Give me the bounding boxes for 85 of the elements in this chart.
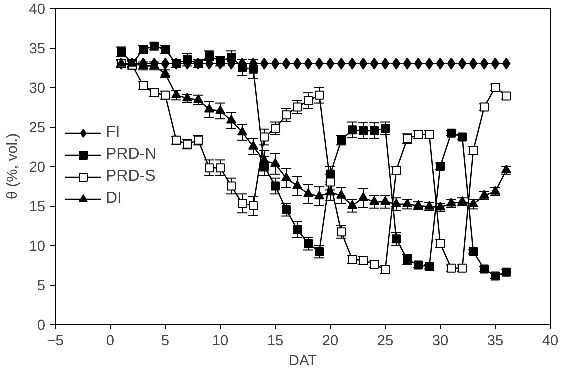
point xyxy=(392,58,401,70)
point xyxy=(304,96,313,106)
point xyxy=(260,132,269,142)
y-tick-label: 10 xyxy=(29,239,46,255)
point xyxy=(282,58,291,70)
point xyxy=(238,199,247,208)
point xyxy=(502,58,511,70)
y-tick-label: 15 xyxy=(29,200,46,216)
y-tick-label: 25 xyxy=(29,120,46,136)
point xyxy=(414,58,423,70)
point xyxy=(315,58,324,70)
point xyxy=(304,188,314,198)
point xyxy=(381,124,390,134)
point xyxy=(205,164,214,173)
point xyxy=(271,182,280,191)
point xyxy=(293,58,302,70)
x-axis-title: DAT xyxy=(288,354,318,370)
x-tick-label: 30 xyxy=(432,334,449,350)
point xyxy=(348,58,357,70)
point xyxy=(337,58,346,70)
legend-label: DI xyxy=(106,190,123,208)
x-tick-label: 10 xyxy=(212,334,229,350)
point xyxy=(337,228,346,237)
legend-label: PRD-S xyxy=(106,168,156,186)
y-tick-label: 5 xyxy=(37,278,46,294)
point xyxy=(447,58,456,70)
point xyxy=(270,158,280,168)
point xyxy=(370,58,379,70)
point xyxy=(359,58,368,70)
point xyxy=(370,126,379,136)
x-tick-label: 35 xyxy=(487,334,504,350)
point xyxy=(249,202,258,210)
x-tick-label: 20 xyxy=(322,334,339,350)
legend-label: FI xyxy=(106,124,122,142)
point xyxy=(292,180,302,190)
point xyxy=(249,64,258,74)
point xyxy=(381,58,390,70)
point xyxy=(480,58,489,70)
point xyxy=(315,247,324,256)
x-tick-label: 25 xyxy=(377,334,394,350)
point xyxy=(227,52,236,62)
point xyxy=(358,192,368,202)
x-tick-label: 15 xyxy=(267,334,284,350)
point xyxy=(282,172,292,182)
point xyxy=(359,126,368,136)
point xyxy=(248,141,258,150)
legend-label: PRD-N xyxy=(106,146,157,164)
y-tick-label: 40 xyxy=(29,2,46,18)
point xyxy=(227,182,236,191)
point xyxy=(293,102,302,112)
point xyxy=(204,104,214,113)
point xyxy=(348,126,357,135)
point xyxy=(216,164,225,173)
point xyxy=(271,124,280,134)
point xyxy=(282,205,291,214)
point xyxy=(238,126,248,136)
point xyxy=(226,114,236,124)
point xyxy=(260,58,269,70)
point xyxy=(403,58,412,70)
x-tick-label: 0 xyxy=(106,334,115,350)
point xyxy=(458,58,467,70)
x-tick-label: 5 xyxy=(161,334,170,350)
point xyxy=(304,58,313,70)
point xyxy=(271,58,280,70)
point xyxy=(469,58,478,70)
point xyxy=(436,58,445,70)
point xyxy=(216,106,226,114)
x-tick-label: −5 xyxy=(47,334,64,350)
point xyxy=(336,190,346,199)
y-tick-label: 0 xyxy=(37,318,46,334)
point xyxy=(326,58,335,70)
y-tick-label: 30 xyxy=(29,81,46,97)
point xyxy=(491,58,500,70)
point xyxy=(314,190,324,200)
point xyxy=(425,58,434,70)
y-tick-label: 20 xyxy=(29,160,46,176)
point xyxy=(315,90,324,100)
point xyxy=(293,225,302,234)
y-tick-label: 35 xyxy=(29,42,46,58)
y-axis-title: θ (%, vol.) xyxy=(5,134,22,200)
point xyxy=(348,200,358,210)
point xyxy=(238,63,247,72)
x-tick-label: 40 xyxy=(542,334,559,350)
point xyxy=(183,55,192,64)
point xyxy=(392,234,401,244)
